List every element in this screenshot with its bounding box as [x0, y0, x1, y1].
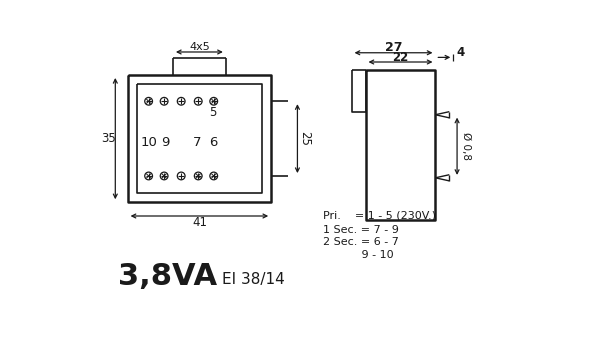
Text: 10: 10 [140, 136, 157, 149]
Text: 22: 22 [392, 51, 409, 64]
Text: 1 Sec. = 7 - 9: 1 Sec. = 7 - 9 [323, 225, 399, 235]
Text: EI 38/14: EI 38/14 [222, 272, 285, 287]
Text: 4: 4 [456, 46, 464, 59]
Text: 41: 41 [192, 216, 207, 229]
Text: 4x5: 4x5 [189, 41, 210, 52]
Text: 9 - 10: 9 - 10 [323, 249, 394, 259]
Text: Ø 0,8: Ø 0,8 [461, 132, 471, 160]
Text: Pri.    = 1 - 5 (230V.): Pri. = 1 - 5 (230V.) [323, 211, 436, 221]
Text: 25: 25 [298, 131, 311, 146]
Text: 27: 27 [385, 41, 402, 54]
Text: 3,8VA: 3,8VA [118, 262, 217, 291]
Text: 35: 35 [101, 132, 116, 145]
Text: 7: 7 [193, 136, 201, 149]
Text: 2 Sec. = 6 - 7: 2 Sec. = 6 - 7 [323, 237, 399, 247]
Text: 9: 9 [161, 136, 170, 149]
Text: 5: 5 [209, 105, 217, 119]
Text: 6: 6 [209, 136, 218, 149]
